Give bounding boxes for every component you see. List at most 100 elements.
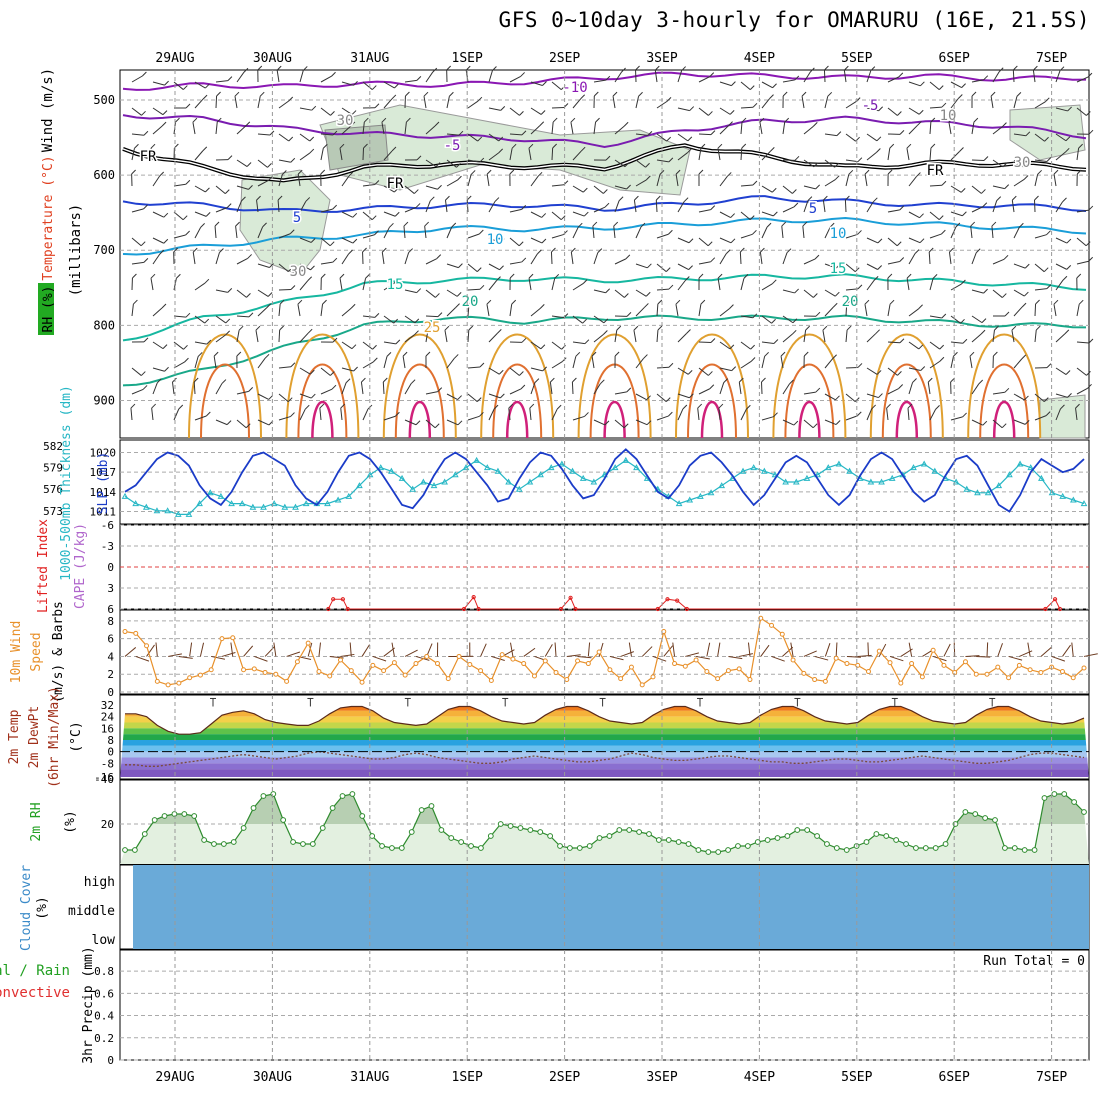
day-label-bottom: 30AUG <box>253 1070 292 1085</box>
wind-barb <box>152 367 165 372</box>
wind10m-point <box>122 629 128 635</box>
lifted-index-point <box>471 595 476 600</box>
wind-barb <box>845 415 858 421</box>
wind-barb-flag <box>352 238 358 244</box>
wind10m-barb <box>307 642 313 657</box>
wind-barb <box>656 288 670 291</box>
wind-barb-flag <box>1023 175 1029 180</box>
wind-barb <box>173 361 185 369</box>
wind-barb <box>592 226 595 239</box>
rh2m-point <box>913 845 919 851</box>
wind-barb <box>719 341 731 350</box>
wind-barb-flag <box>595 117 600 123</box>
wind-barb <box>236 185 249 190</box>
wind-barb <box>320 133 333 136</box>
wind-barb-flag <box>760 247 765 253</box>
wind10m-barb <box>1062 644 1071 657</box>
wind-barb <box>698 304 702 317</box>
wind-barb <box>1011 330 1015 343</box>
wind-barb-flag <box>792 189 797 194</box>
wind-barb-flag <box>983 288 988 294</box>
thickness-point <box>174 510 182 517</box>
wind-barb-flag <box>1066 238 1072 244</box>
wind-barb <box>320 148 324 161</box>
wind-barb-flag <box>855 136 860 142</box>
wind-barb-flag <box>1024 420 1030 425</box>
wind-barb-flag <box>919 213 924 219</box>
wind-barb-flag <box>202 94 208 100</box>
wind-barb-flag <box>982 202 988 208</box>
wind-barb-flag <box>363 143 368 149</box>
wind-barb <box>215 80 228 83</box>
cloud-level-label: high <box>84 875 115 890</box>
warm-isotherm-lobe <box>408 401 432 439</box>
wind-barb <box>824 159 835 168</box>
wind10m-point <box>833 655 839 661</box>
wind-barb-flag <box>457 420 463 426</box>
wind10m-point <box>801 670 807 676</box>
wind-barb-flag <box>745 404 751 410</box>
wind-barb <box>593 122 597 135</box>
wind10m-point <box>844 661 850 667</box>
wind-barb-flag <box>235 221 240 227</box>
wind-barb-flag <box>182 85 188 90</box>
wind-barb-flag <box>899 205 905 211</box>
wind-barb-flag <box>898 384 904 389</box>
wind-barb-flag <box>899 257 905 262</box>
wind10m-point <box>338 657 344 663</box>
wind-barb <box>131 304 134 317</box>
wind-barb <box>614 185 627 190</box>
wind-barb <box>1055 151 1066 161</box>
wind-barb <box>299 367 311 375</box>
wind10m-point <box>305 640 311 646</box>
wind-barb-flag <box>640 222 646 228</box>
thickness-point <box>867 478 875 485</box>
wind-barb <box>593 334 604 343</box>
wind-barb <box>739 251 742 265</box>
wind-barb-flag <box>540 344 546 350</box>
wind-barb-flag <box>789 379 794 385</box>
wind-barb-flag <box>556 404 562 410</box>
rh2m-point <box>982 815 989 821</box>
thickness-point <box>1027 464 1035 471</box>
wind-barb <box>509 107 520 116</box>
wind-barb-flag <box>957 94 963 99</box>
wind-barb <box>1075 408 1078 421</box>
wind-barb <box>1055 333 1066 343</box>
wind-barb-flag <box>1016 92 1022 97</box>
thickness-point <box>228 500 235 507</box>
wind-barb <box>341 382 347 395</box>
wind-barb-flag <box>498 369 504 375</box>
wind10m-barb <box>641 646 653 657</box>
thickness-point <box>153 507 161 514</box>
wind-barb-flag <box>322 143 328 149</box>
wind-barb <box>633 200 637 213</box>
wind-barb-flag <box>479 362 485 368</box>
rh2m-point <box>141 831 148 837</box>
thickness-point <box>675 500 683 507</box>
wind-barb-flag <box>435 293 440 298</box>
wind-barb-flag <box>577 222 583 228</box>
wind-barb-flag <box>322 299 327 305</box>
rh2m-point <box>1031 847 1038 853</box>
wind10m-point <box>973 671 979 677</box>
thickness-point <box>963 485 971 492</box>
wind-barb <box>152 382 158 395</box>
wind-barb <box>215 315 227 324</box>
wind-barb <box>529 408 532 421</box>
wind-barb-flag <box>1046 284 1052 289</box>
wind-barb-flag <box>458 130 464 136</box>
wind-barb <box>781 226 784 239</box>
wind-barb-flag <box>1002 162 1008 168</box>
wind-barb <box>194 415 207 421</box>
wind-barb-flag <box>279 325 284 331</box>
wind10m-barb <box>706 642 711 657</box>
wind-barb <box>929 106 943 109</box>
wind-barb <box>235 226 238 239</box>
rh2m-point <box>774 835 781 841</box>
wind-barb-flag <box>1037 169 1042 175</box>
wind-barb-flag <box>257 65 263 71</box>
wind-barb-flag <box>1088 129 1094 135</box>
wind-barb <box>215 419 228 426</box>
lifted-index-point <box>1057 606 1063 612</box>
